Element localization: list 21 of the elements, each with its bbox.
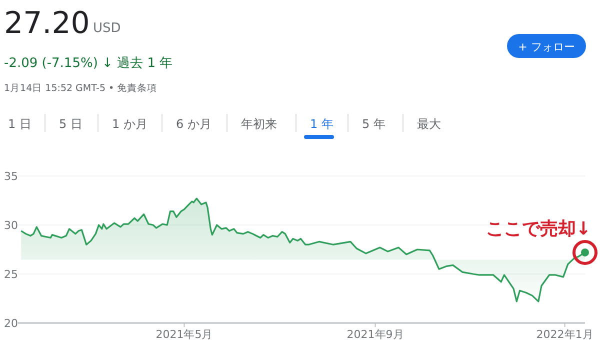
y-tick-label: 20 bbox=[4, 317, 18, 330]
text: 1 か月 bbox=[112, 117, 148, 131]
x-tick-label: 2021年5月 bbox=[156, 328, 213, 341]
text: 5 日 bbox=[59, 117, 82, 131]
y-tick-label: 35 bbox=[4, 170, 18, 183]
text: 最大 bbox=[417, 117, 441, 131]
text: 6 か月 bbox=[176, 117, 212, 131]
y-tick-label: 25 bbox=[4, 268, 18, 281]
text: 1 日 bbox=[8, 117, 32, 131]
text: -2.09 (-7.15%) ↓ 過去 1 年 bbox=[4, 56, 173, 71]
chart-title: 27.20 bbox=[4, 6, 90, 41]
text: 年初来 bbox=[241, 117, 277, 131]
annotation: ここで売却↓ bbox=[486, 218, 591, 240]
text: 5 年 bbox=[362, 117, 386, 131]
follow-button: + フォロー bbox=[507, 34, 586, 58]
text: 1 年 bbox=[310, 117, 334, 131]
text: 1月14日 15:52 GMT-5 • 免責条項 bbox=[4, 82, 158, 94]
y-tick-label: 30 bbox=[4, 219, 18, 232]
x-tick-label: 2021年9月 bbox=[346, 328, 404, 341]
text: USD bbox=[93, 21, 121, 36]
x-tick-label: 2022年1月 bbox=[536, 328, 594, 341]
